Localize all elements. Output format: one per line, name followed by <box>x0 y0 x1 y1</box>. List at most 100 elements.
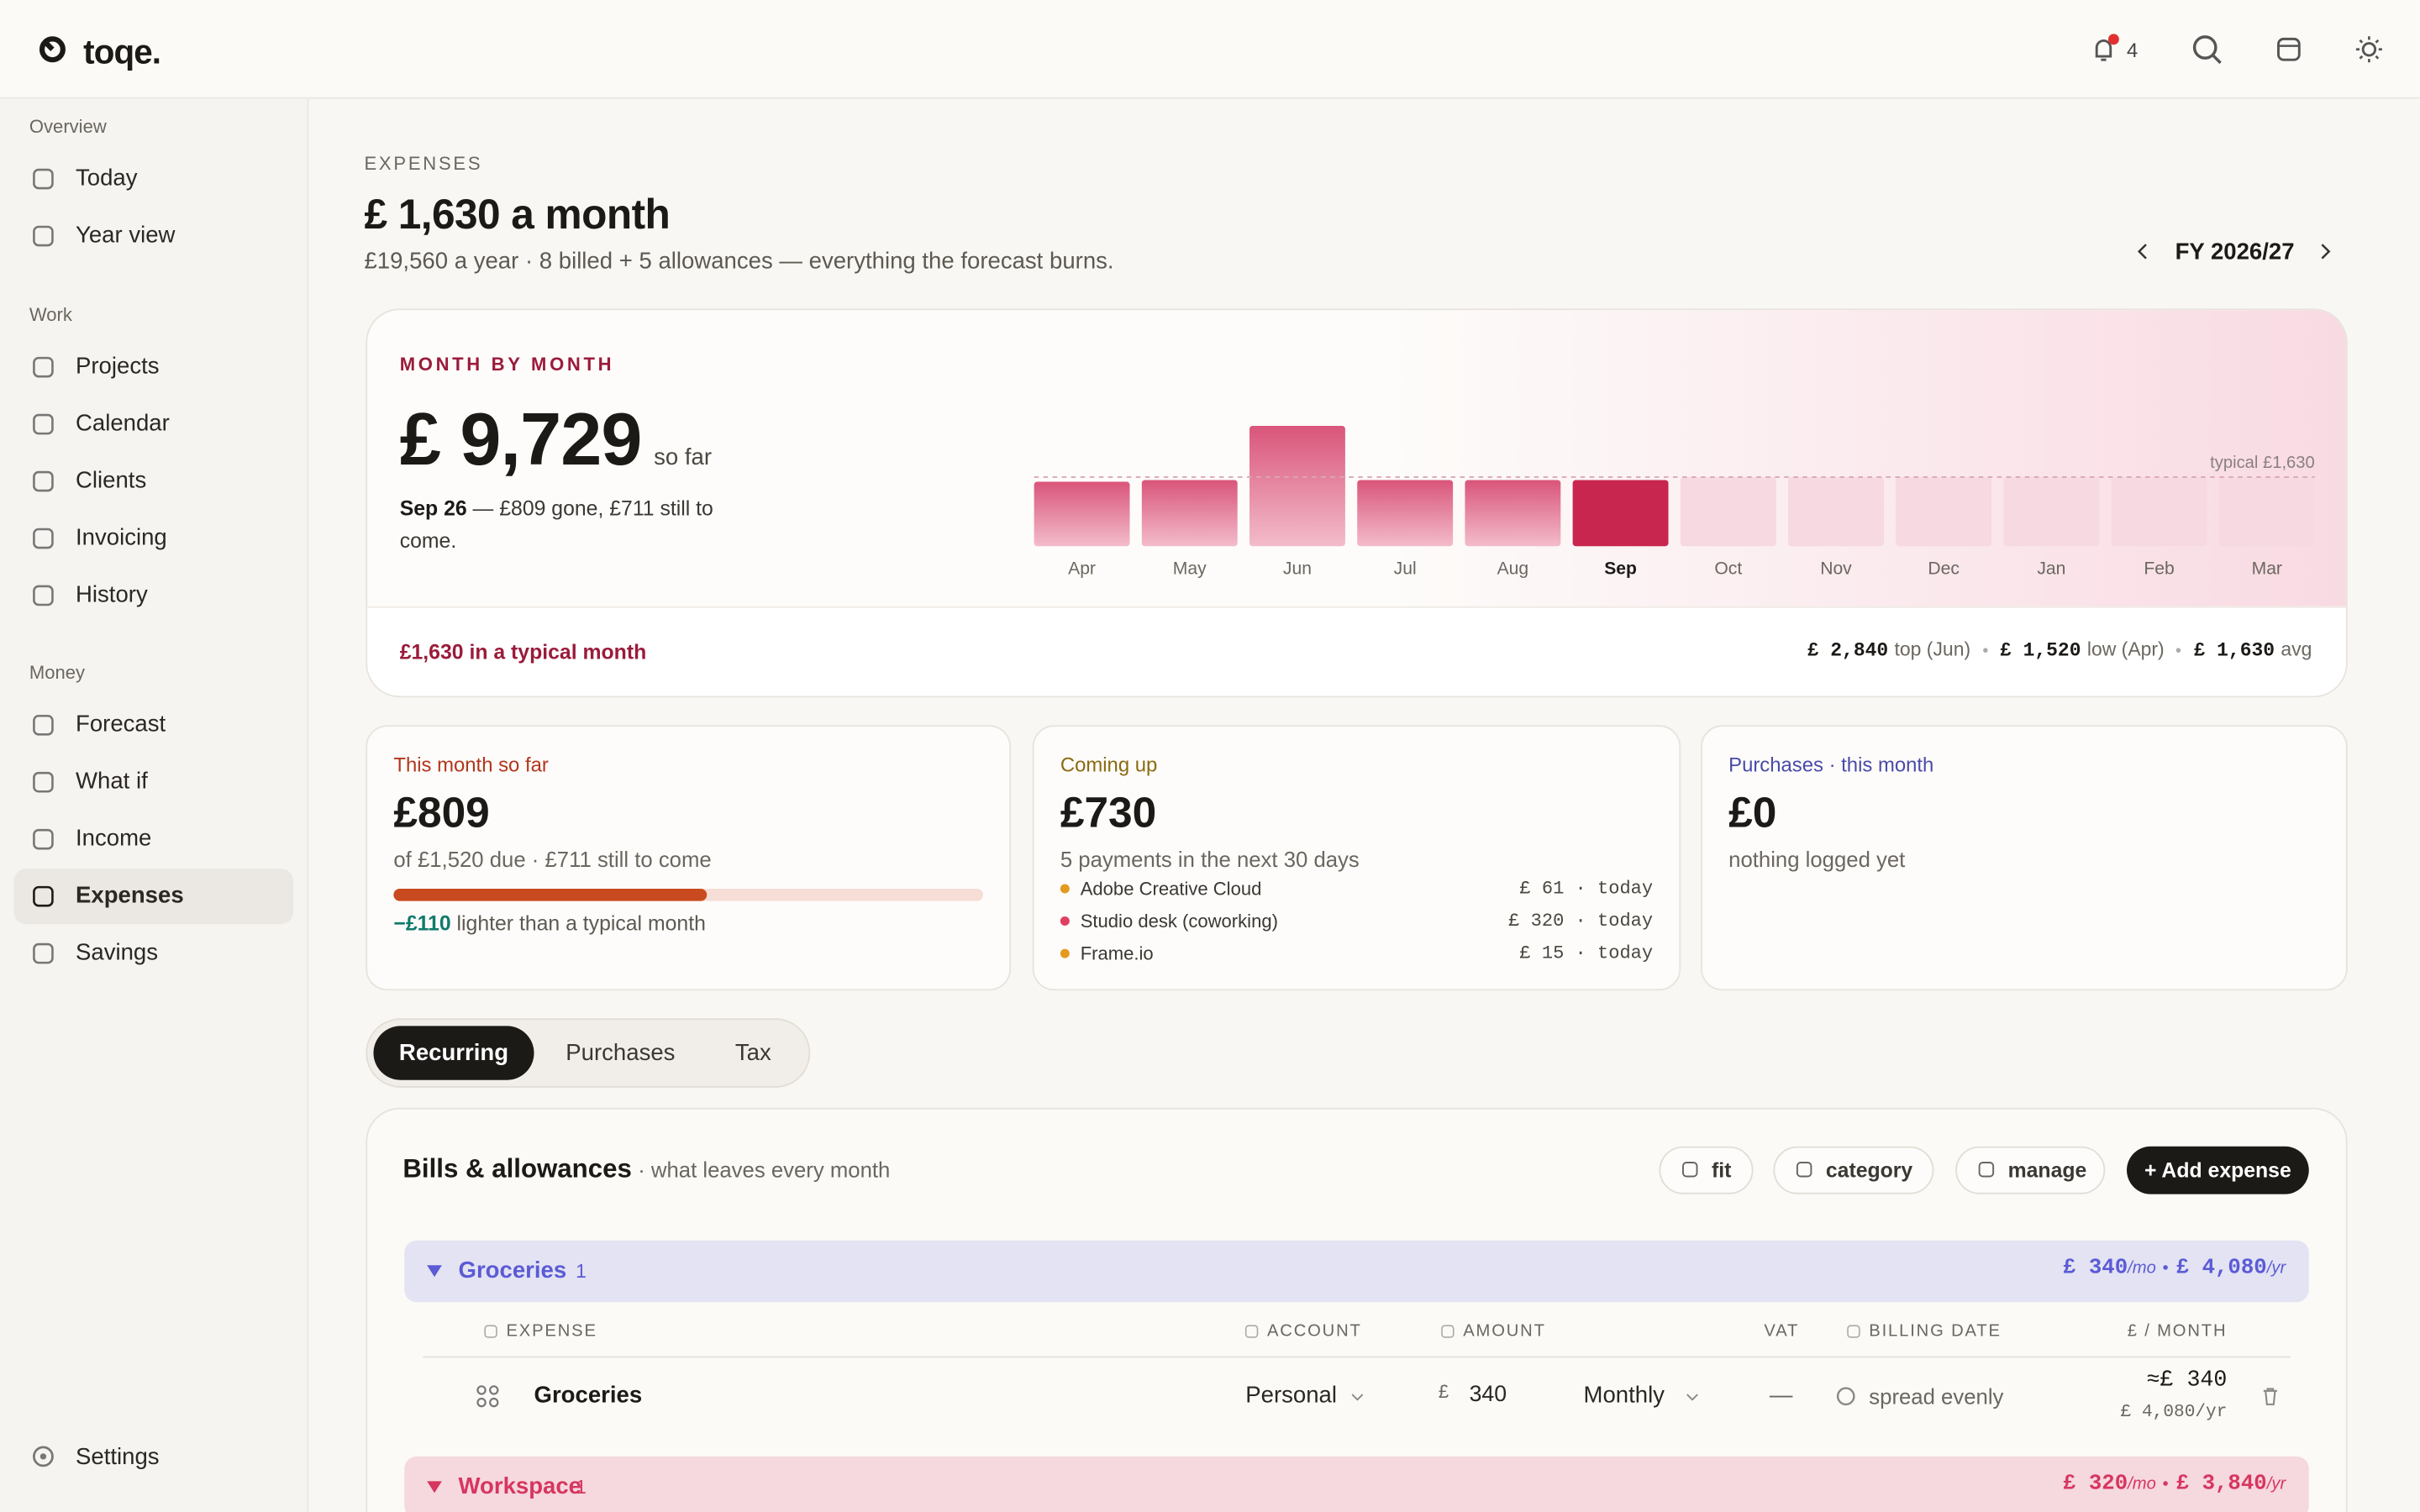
sidebar-item[interactable]: Year view <box>76 222 176 249</box>
stat-label: top (Jun) <box>1894 638 1971 661</box>
icon <box>33 771 54 793</box>
column-header: AMOUNT <box>1463 1322 1546 1341</box>
icon <box>1836 1387 1855 1406</box>
icon <box>2095 39 2112 61</box>
sidebar-item[interactable]: Expenses <box>76 882 184 909</box>
sidebar-item[interactable]: Clients <box>76 467 147 494</box>
sidebar-item[interactable]: Today <box>76 165 138 192</box>
separator <box>2164 1480 2169 1486</box>
icon <box>33 1446 54 1467</box>
icon <box>39 36 66 63</box>
group-monthly: £ 340 <box>2062 1256 2128 1281</box>
icon <box>33 470 54 492</box>
group-total: £ 320/mo £ 3,840/yr <box>2063 1472 2286 1496</box>
column-header: VAT <box>1764 1322 1800 1341</box>
row-account[interactable]: Personal <box>1245 1382 1337 1409</box>
icon <box>427 1265 442 1278</box>
row-vat: — <box>1769 1382 1793 1409</box>
icon <box>33 828 54 850</box>
eyebrow: EXPENSES <box>364 152 483 175</box>
row-billing: spread evenly <box>1869 1383 2004 1409</box>
stat-value: £ 1,630 <box>2193 640 2275 662</box>
icon[interactable] <box>2260 1385 2281 1407</box>
column-header: BILLING DATE <box>1869 1322 2002 1341</box>
action-button[interactable] <box>1659 1146 1754 1194</box>
icon <box>484 1325 497 1338</box>
action-label: manage <box>2007 1158 2087 1182</box>
topbar <box>0 0 2420 99</box>
icon <box>33 885 54 907</box>
sidebar-item[interactable]: History <box>76 581 148 608</box>
icon <box>33 168 54 190</box>
sidebar <box>0 98 309 1512</box>
icon <box>476 1385 499 1408</box>
card-value: £809 <box>393 788 490 837</box>
item-name: Studio desk (coworking) <box>1080 910 1278 932</box>
item-dot <box>1060 948 1070 958</box>
sidebar-item[interactable]: Savings <box>76 939 159 966</box>
icon[interactable] <box>2315 242 2333 260</box>
card-label: Purchases · this month <box>1728 753 1934 777</box>
sidebar-section-title: Overview <box>29 115 107 138</box>
row-monthly: ≈£ 340 <box>2146 1368 2228 1394</box>
icon <box>427 1481 442 1494</box>
group-count: 1 <box>576 1259 587 1282</box>
icon <box>33 942 54 964</box>
sidebar-item[interactable]: Calendar <box>76 410 170 437</box>
group-total: £ 340/mo £ 4,080/yr <box>2063 1256 2286 1280</box>
sidebar-item[interactable]: Income <box>76 825 152 852</box>
icon[interactable] <box>2134 242 2153 260</box>
group-name: Workspace <box>458 1473 582 1500</box>
sidebar-item[interactable]: Projects <box>76 353 160 380</box>
add-button[interactable] <box>2127 1146 2309 1194</box>
stat-label: avg <box>2281 638 2312 661</box>
stat-value: £ 1,520 <box>2000 640 2081 662</box>
group-header[interactable] <box>404 1240 2309 1303</box>
action-label: fit <box>1711 1158 1732 1182</box>
group-yearly: £ 4,080 <box>2175 1256 2267 1281</box>
period: FY 2026/27 <box>2175 239 2295 265</box>
separator <box>1982 648 1988 654</box>
tab[interactable]: Purchases <box>566 1039 676 1067</box>
notification-count[interactable]: 4 <box>2127 39 2139 62</box>
icon <box>1686 1394 1698 1401</box>
action-button[interactable] <box>1773 1146 1934 1194</box>
group-name: Groceries <box>458 1257 567 1284</box>
group-header[interactable] <box>404 1456 2309 1512</box>
icon <box>33 585 54 606</box>
icon <box>33 714 54 736</box>
summary-card <box>1032 725 1681 991</box>
summary-card <box>366 725 1012 991</box>
action-button[interactable] <box>1955 1146 2106 1194</box>
icon <box>33 413 54 435</box>
column-divider <box>423 1356 2291 1358</box>
sidebar-item[interactable]: Invoicing <box>76 524 167 551</box>
item-dot <box>1060 884 1070 894</box>
tab[interactable]: Recurring <box>398 1039 509 1067</box>
card-sub: of £1,520 due · £711 still to come <box>393 846 712 872</box>
stat-label: low (Apr) <box>2086 638 2165 661</box>
page-title: £ 1,630 a month <box>364 191 671 238</box>
chart-stats: £ 2,840 top (Jun) £ 1,520 low (Apr) £ 1,630 a… <box>1807 638 2312 662</box>
group-per-month: /mo <box>2128 1258 2156 1278</box>
sidebar-active <box>13 869 293 925</box>
column-header: EXPENSE <box>506 1322 597 1341</box>
row-amount[interactable]: 340 <box>1469 1383 1507 1408</box>
page-subtitle: £19,560 a year · 8 billed + 5 allowances… <box>364 248 1114 275</box>
bills-heading: Bills & allowances · what leaves every mo… <box>402 1154 890 1185</box>
chart-footer-left: £1,630 in a typical month <box>399 640 647 664</box>
delta-value: −£110 <box>393 911 451 936</box>
tab[interactable]: Tax <box>734 1039 771 1067</box>
sidebar-item[interactable]: Forecast <box>76 711 166 738</box>
column-header: ACCOUNT <box>1266 1322 1362 1341</box>
sidebar-settings[interactable]: Settings <box>76 1444 160 1471</box>
icon <box>2192 35 2222 65</box>
sidebar-section-title: Work <box>29 303 72 326</box>
summary-card <box>1701 725 2348 991</box>
row-currency: £ <box>1438 1380 1449 1403</box>
sidebar-item[interactable]: What if <box>76 768 148 795</box>
chart-footer <box>367 606 2346 696</box>
group-count: 1 <box>576 1475 587 1498</box>
row-frequency[interactable]: Monthly <box>1583 1382 1665 1409</box>
